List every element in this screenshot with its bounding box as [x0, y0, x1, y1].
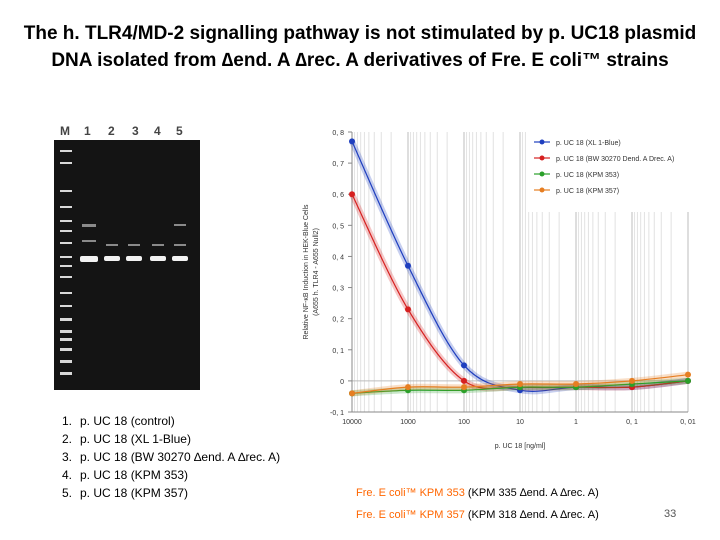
lane-label-m: M: [60, 124, 70, 138]
x-tick-label: 1: [574, 419, 578, 426]
y-tick-label: 0, 4: [332, 254, 344, 261]
y-tick-label: 0, 6: [332, 192, 344, 199]
legend-item: 2. p. UC 18 (XL 1-Blue): [62, 432, 191, 446]
y-axis-label-2: (A655 h. TLR4 - A655 Null2): [313, 228, 320, 316]
data-point: [405, 262, 411, 269]
legend-label: p. UC 18 (BW 30270 Dend. A Drec. A): [556, 156, 674, 163]
x-axis-label: p. UC 18 [ng/ml]: [495, 443, 546, 450]
x-tick-label: 10: [516, 419, 524, 426]
lane-label-2: 2: [108, 124, 115, 138]
data-point: [349, 390, 355, 397]
x-tick-label: 1000: [400, 419, 416, 426]
data-point: [349, 138, 355, 145]
footnote-kpm357: Fre. E coli™ KPM 357 (KPM 318 ∆end. A ∆r…: [356, 509, 599, 521]
legend-label: p. UC 18 (KPM 353): [556, 172, 619, 179]
legend-box: [526, 132, 692, 212]
data-point: [461, 384, 467, 391]
data-point: [685, 377, 691, 384]
y-tick-label: 0: [340, 379, 344, 386]
lane-label-1: 1: [84, 124, 91, 138]
data-point: [517, 381, 523, 387]
y-tick-label: 0, 7: [332, 161, 344, 168]
lane-legend: 1. p. UC 18 (control) 2. p. UC 18 (XL 1-Bl…: [62, 412, 280, 502]
data-point: [405, 306, 411, 313]
gel-electrophoresis-image: [54, 140, 200, 390]
y-tick-label: 0, 8: [332, 130, 344, 137]
legend-item: 3. p. UC 18 (BW 30270 ∆end. A ∆rec. A): [62, 450, 281, 464]
data-point: [629, 377, 635, 384]
data-point: [461, 377, 467, 384]
data-point: [461, 362, 467, 369]
legend-label: p. UC 18 (KPM 357): [556, 188, 619, 195]
page-number: 33: [664, 508, 677, 520]
data-point: [405, 384, 411, 391]
lane-label-3: 3: [132, 124, 139, 138]
legend-marker: [539, 187, 545, 193]
footnote-kpm353: Fre. E coli™ KPM 353 (KPM 335 ∆end. A ∆r…: [356, 487, 599, 499]
data-point: [573, 381, 579, 387]
lane-label-5: 5: [176, 124, 183, 138]
legend-marker: [539, 139, 545, 145]
y-tick-label: -0, 1: [330, 410, 344, 417]
legend-marker: [539, 155, 545, 161]
data-point: [349, 191, 355, 198]
y-axis-label: Relative NF-κB Induction in HEK-Blue Cel…: [303, 204, 310, 339]
y-tick-label: 0, 1: [332, 348, 344, 355]
legend-item: 5. p. UC 18 (KPM 357): [62, 486, 189, 500]
data-point: [685, 371, 691, 378]
legend-item: 1. p. UC 18 (control): [62, 414, 175, 428]
lane-label-4: 4: [154, 124, 161, 138]
y-tick-label: 0, 5: [332, 223, 344, 230]
x-tick-label: 10000: [342, 419, 362, 426]
x-tick-label: 0, 1: [626, 419, 638, 426]
x-tick-label: 0, 01: [680, 419, 696, 426]
gel-lane-labels: M 1 2 3 4 5: [54, 124, 200, 140]
legend-label: p. UC 18 (XL 1-Blue): [556, 140, 621, 147]
title-line-1: The h. TLR4/MD-2 signalling pathway is n…: [23, 23, 697, 44]
line-chart: -0, 100, 10, 20, 30, 40, 50, 60, 70, 810…: [303, 130, 696, 450]
y-tick-label: 0, 3: [332, 286, 344, 293]
page-title: The h. TLR4/MD-2 signalling pathway is n…: [0, 20, 720, 74]
x-tick-label: 100: [458, 419, 470, 426]
y-tick-label: 0, 2: [332, 317, 344, 324]
legend-marker: [539, 171, 545, 177]
title-line-2: DNA isolated from ∆end. A ∆rec. A deriva…: [51, 50, 669, 71]
legend-item: 4. p. UC 18 (KPM 353): [62, 468, 189, 482]
